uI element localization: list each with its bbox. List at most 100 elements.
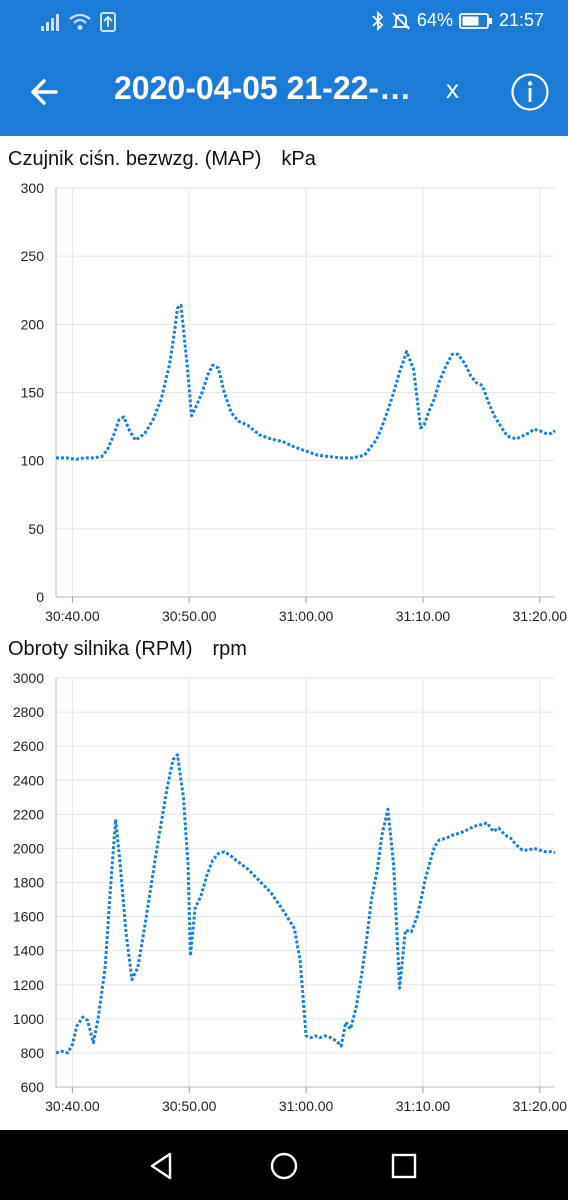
map-chart-data-point: [393, 392, 395, 394]
rpm-chart-data-point: [154, 858, 156, 860]
rpm-chart-data-point: [119, 865, 121, 867]
rpm-chart-data-point: [527, 849, 529, 851]
map-chart-name: Czujnik ciśn. bezwzg. (MAP): [8, 148, 262, 170]
rpm-chart-y-tick-label: 2200: [13, 806, 44, 822]
map-chart-series-line: [56, 303, 556, 461]
map-chart-data-point: [375, 439, 377, 441]
app-bar: 2020-04-05 21-22-… x: [0, 48, 568, 136]
rpm-chart-data-point: [459, 832, 461, 834]
map-chart-y-tick-label: 250: [21, 248, 45, 264]
map-chart-data-point: [420, 427, 422, 429]
rpm-chart-data-point: [399, 987, 401, 989]
rpm-chart-y-tick-label: 2400: [13, 772, 44, 788]
info-icon[interactable]: [510, 72, 550, 112]
map-chart-data-point: [247, 424, 249, 426]
map-chart-data-point: [464, 363, 466, 365]
rpm-chart-data-point: [466, 829, 468, 831]
map-chart-data-point: [476, 382, 478, 384]
rpm-chart-data-point: [92, 1042, 94, 1044]
status-bar-left-icons: [40, 12, 116, 32]
rpm-chart-data-point: [350, 1028, 352, 1030]
map-chart-data-point: [282, 441, 284, 443]
rpm-chart-data-point: [539, 849, 541, 851]
map-chart-data-point: [451, 353, 453, 355]
rpm-chart-data-point: [310, 1037, 312, 1039]
map-chart-x-tick-label: 31:10.00: [396, 608, 451, 624]
rpm-chart-data-point: [149, 895, 151, 897]
map-chart-data-point: [445, 364, 447, 366]
rpm-chart-data-point: [172, 759, 174, 761]
map-chart-data-point: [470, 375, 472, 377]
map-chart-y-tick-label: 100: [21, 453, 45, 469]
rpm-chart-data-point: [445, 837, 447, 839]
map-chart-data-point: [305, 450, 307, 452]
rpm-chart-data-point: [314, 1035, 316, 1037]
map-chart-x-tick-label: 30:40.00: [45, 608, 100, 624]
status-bar-right: 64% 21:57: [371, 10, 544, 31]
rpm-chart-data-point: [212, 859, 214, 861]
rpm-chart-data-point: [410, 931, 412, 933]
upload-icon: [100, 12, 116, 32]
rpm-chart-data-point: [366, 936, 368, 938]
map-chart-unit: kPa: [281, 148, 316, 170]
nav-recents-icon[interactable]: [386, 1150, 422, 1182]
rpm-chart-data-point: [438, 839, 440, 841]
rpm-chart-x-tick-label: 31:20.00: [513, 1098, 568, 1114]
map-chart-data-point: [112, 435, 114, 437]
map-chart-y-tick-label: 150: [21, 385, 45, 401]
rpm-chart-y-tick-label: 1400: [13, 943, 44, 959]
map-chart-y-tick-label: 50: [28, 521, 44, 537]
map-chart-data-point: [527, 432, 529, 434]
rpm-chart-data-point: [104, 967, 106, 969]
map-chart-data-point: [152, 419, 154, 421]
rpm-chart-data-point: [545, 851, 547, 853]
rpm-chart-data-point: [187, 865, 189, 867]
map-chart-data-point: [258, 434, 260, 436]
map-chart-data-point: [207, 374, 209, 376]
rpm-chart-data-point: [143, 933, 145, 935]
rpm-chart-data-point: [416, 916, 418, 918]
rpm-chart-data-point: [551, 851, 553, 853]
map-chart-data-point: [217, 367, 219, 369]
map-chart-data-point: [413, 368, 415, 370]
rpm-chart-data-point: [345, 1021, 347, 1023]
map-chart-data-point: [191, 415, 193, 417]
map-chart-y-tick-label: 200: [21, 316, 45, 332]
map-chart-data-point: [506, 435, 508, 437]
rpm-chart: 600 800 1000 1200 1400 1600 1800 2000 2200 2400 26…: [13, 670, 568, 1114]
rpm-chart-y-tick-label: 2600: [13, 738, 44, 754]
map-chart-data-point: [554, 430, 556, 432]
rpm-chart-data-point: [97, 1018, 99, 1020]
map-chart-x-tick-label: 30:50.00: [162, 608, 217, 624]
rpm-chart-y-tick-label: 800: [21, 1045, 45, 1061]
map-chart-data-point: [381, 426, 383, 428]
map-chart-title: Czujnik ciśn. bezwzg. (MAP) kPa: [8, 148, 316, 171]
rpm-chart-data-point: [223, 851, 225, 853]
map-chart-data-point: [177, 307, 179, 309]
rpm-chart-data-point: [282, 909, 284, 911]
rpm-chart-data-point: [504, 834, 506, 836]
rpm-chart-data-point: [473, 825, 475, 827]
close-button[interactable]: x: [446, 74, 459, 104]
map-chart-data-point: [230, 412, 232, 414]
back-arrow-icon[interactable]: [26, 72, 66, 112]
map-chart-data-point: [160, 398, 162, 400]
map-chart-data-point: [340, 457, 342, 459]
nav-back-icon[interactable]: [144, 1150, 180, 1182]
map-chart-data-point: [66, 457, 68, 459]
rpm-chart-data-point: [387, 808, 389, 810]
map-chart-data-point: [482, 385, 484, 387]
nav-home-icon[interactable]: [266, 1150, 302, 1182]
battery-icon: [459, 12, 492, 29]
wifi-icon: [69, 13, 91, 30]
rpm-chart-data-point: [492, 830, 494, 832]
rpm-chart-y-tick-label: 1800: [13, 875, 44, 891]
rpm-chart-data-point: [200, 895, 202, 897]
rpm-chart-data-point: [177, 754, 179, 756]
rpm-chart-data-point: [229, 854, 231, 856]
map-chart-data-point: [118, 419, 120, 421]
rpm-chart-data-point: [131, 979, 133, 981]
map-chart-data-point: [317, 454, 319, 456]
rpm-chart-data-point: [182, 796, 184, 798]
map-chart-data-point: [101, 456, 103, 458]
